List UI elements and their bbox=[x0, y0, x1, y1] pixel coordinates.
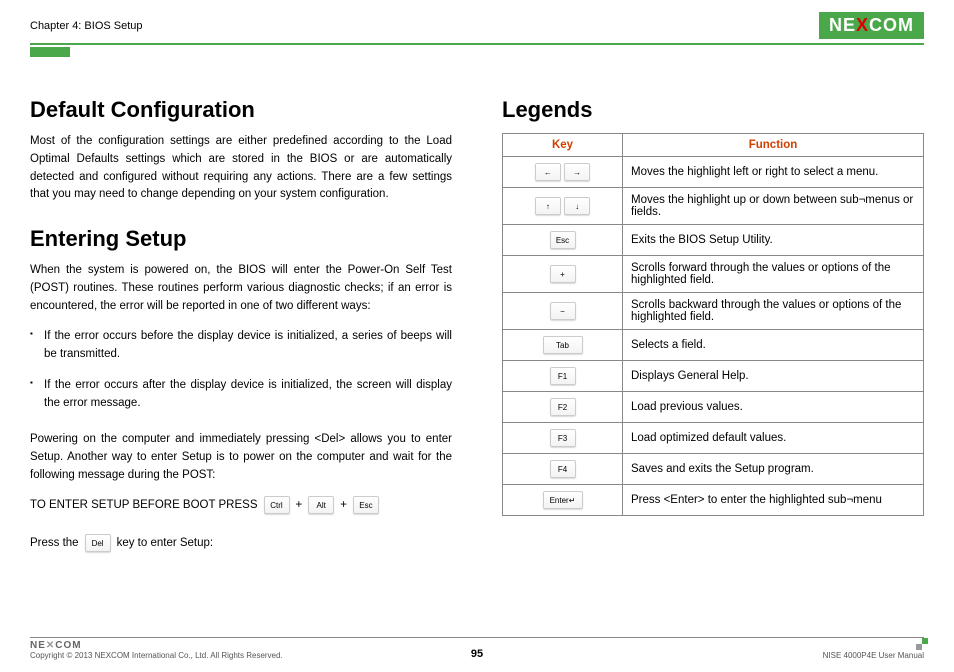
key-icon: ← bbox=[535, 163, 561, 181]
table-row: + Scrolls forward through the values or o… bbox=[503, 256, 924, 293]
table-row: − Scrolls backward through the values or … bbox=[503, 293, 924, 330]
function-cell: Saves and exits the Setup program. bbox=[623, 454, 924, 485]
key-cell: F4 bbox=[503, 454, 623, 485]
function-cell: Load previous values. bbox=[623, 392, 924, 423]
function-cell: Scrolls backward through the values or o… bbox=[623, 293, 924, 330]
function-cell: Load optimized default values. bbox=[623, 423, 924, 454]
logo-pre: NE bbox=[829, 15, 856, 35]
key-icon: Tab bbox=[543, 336, 583, 354]
para-power-on: Powering on the computer and immediately… bbox=[30, 431, 452, 484]
chapter-label: Chapter 4: BIOS Setup bbox=[30, 20, 143, 32]
function-cell: Displays General Help. bbox=[623, 361, 924, 392]
heading-legends: Legends bbox=[502, 97, 924, 123]
key-icon: → bbox=[564, 163, 590, 181]
key-icon: ↓ bbox=[564, 197, 590, 215]
right-column: Legends Key Function ← →Moves the highli… bbox=[502, 97, 924, 552]
para-entering-setup: When the system is powered on, the BIOS … bbox=[30, 262, 452, 315]
logo-footer: NE✕COM bbox=[30, 640, 283, 651]
bullet-item: If the error occurs after the display de… bbox=[44, 377, 452, 413]
function-cell: Moves the highlight up or down between s… bbox=[623, 188, 924, 225]
table-row: F1 Displays General Help. bbox=[503, 361, 924, 392]
table-row: ↑ ↓Moves the highlight up or down betwee… bbox=[503, 188, 924, 225]
heading-default-config: Default Configuration bbox=[30, 97, 452, 123]
table-row: Esc Exits the BIOS Setup Utility. bbox=[503, 225, 924, 256]
key-cell: Enter↵ bbox=[503, 485, 623, 516]
error-bullets: If the error occurs before the display d… bbox=[30, 328, 452, 413]
copyright: Copyright © 2013 NEXCOM International Co… bbox=[30, 651, 283, 660]
table-row: F2 Load previous values. bbox=[503, 392, 924, 423]
manual-name: NISE 4000P4E User Manual bbox=[823, 651, 924, 660]
key-icon: + bbox=[550, 265, 576, 283]
heading-entering-setup: Entering Setup bbox=[30, 226, 452, 252]
th-function: Function bbox=[623, 134, 924, 157]
key-cell: − bbox=[503, 293, 623, 330]
para-default-config: Most of the configuration settings are e… bbox=[30, 133, 452, 204]
key-icon: F1 bbox=[550, 367, 576, 385]
key-cell: F2 bbox=[503, 392, 623, 423]
key-cell: ↑ ↓ bbox=[503, 188, 623, 225]
function-cell: Scrolls forward through the values or op… bbox=[623, 256, 924, 293]
press-post: key to enter Setup: bbox=[117, 537, 214, 549]
setup-instruction: TO ENTER SETUP BEFORE BOOT PRESS Ctrl + … bbox=[30, 496, 452, 514]
plus-label: + bbox=[296, 499, 303, 511]
esc-key-icon: Esc bbox=[353, 496, 379, 514]
page-number: 95 bbox=[471, 648, 483, 660]
function-cell: Moves the highlight left or right to sel… bbox=[623, 157, 924, 188]
key-cell: F1 bbox=[503, 361, 623, 392]
function-cell: Press <Enter> to enter the highlighted s… bbox=[623, 485, 924, 516]
page-footer: NE✕COM Copyright © 2013 NEXCOM Internati… bbox=[30, 637, 924, 660]
key-cell: F3 bbox=[503, 423, 623, 454]
alt-key-icon: Alt bbox=[308, 496, 334, 514]
logo-post: COM bbox=[869, 15, 914, 35]
key-cell: + bbox=[503, 256, 623, 293]
key-cell: Tab bbox=[503, 330, 623, 361]
press-instruction: Press the Del key to enter Setup: bbox=[30, 534, 452, 552]
logo-x: X bbox=[856, 15, 869, 35]
table-row: ← →Moves the highlight left or right to … bbox=[503, 157, 924, 188]
key-icon: − bbox=[550, 302, 576, 320]
table-row: F4 Saves and exits the Setup program. bbox=[503, 454, 924, 485]
function-cell: Selects a field. bbox=[623, 330, 924, 361]
function-cell: Exits the BIOS Setup Utility. bbox=[623, 225, 924, 256]
table-row: Tab Selects a field. bbox=[503, 330, 924, 361]
left-column: Default Configuration Most of the config… bbox=[30, 97, 452, 552]
key-icon: Esc bbox=[550, 231, 576, 249]
key-cell: Esc bbox=[503, 225, 623, 256]
key-icon: F2 bbox=[550, 398, 576, 416]
press-pre: Press the bbox=[30, 537, 79, 549]
tab-mark bbox=[30, 47, 70, 57]
page-header: Chapter 4: BIOS Setup NEXCOM bbox=[30, 12, 924, 45]
key-cell: ← → bbox=[503, 157, 623, 188]
key-icon: F4 bbox=[550, 460, 576, 478]
plus-label: + bbox=[340, 499, 347, 511]
logo-top: NEXCOM bbox=[819, 12, 924, 39]
th-key: Key bbox=[503, 134, 623, 157]
key-icon: F3 bbox=[550, 429, 576, 447]
setup-label: TO ENTER SETUP BEFORE BOOT PRESS bbox=[30, 499, 258, 511]
del-key-icon: Del bbox=[85, 534, 111, 552]
legends-table: Key Function ← →Moves the highlight left… bbox=[502, 133, 924, 516]
table-row: Enter↵ Press <Enter> to enter the highlig… bbox=[503, 485, 924, 516]
corner-decoration bbox=[916, 638, 928, 650]
key-icon: ↑ bbox=[535, 197, 561, 215]
ctrl-key-icon: Ctrl bbox=[264, 496, 290, 514]
table-row: F3 Load optimized default values. bbox=[503, 423, 924, 454]
bullet-item: If the error occurs before the display d… bbox=[44, 328, 452, 364]
key-icon: Enter↵ bbox=[543, 491, 583, 509]
